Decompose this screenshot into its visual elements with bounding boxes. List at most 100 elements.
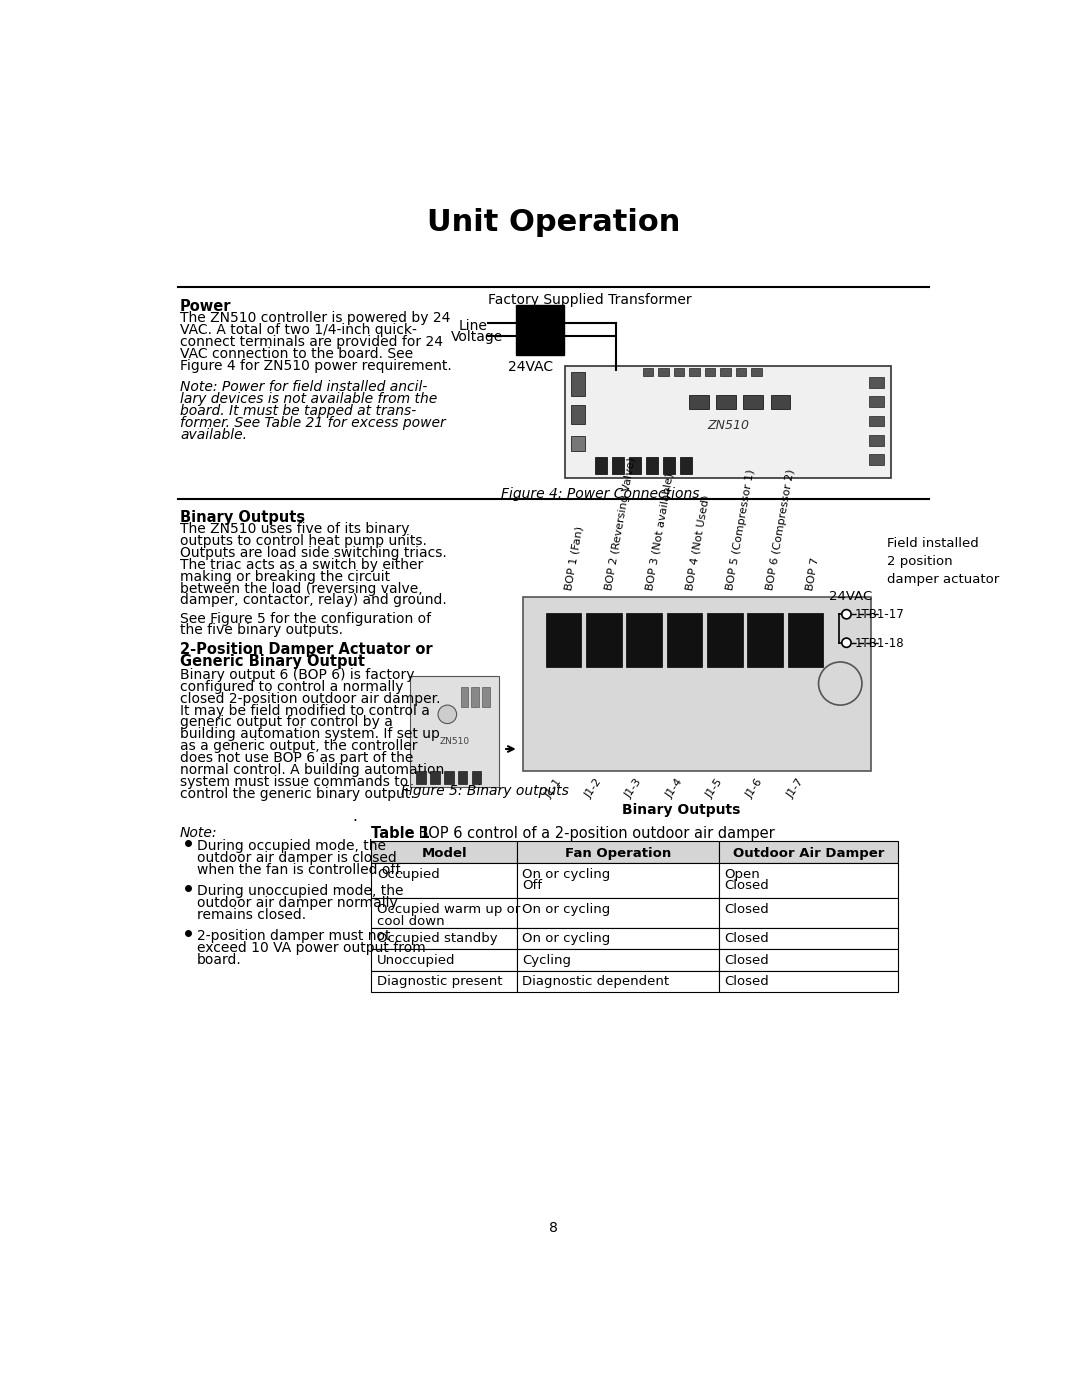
Text: Closed: Closed	[724, 954, 769, 967]
Bar	[747, 613, 783, 666]
Bar	[626, 613, 662, 666]
Text: VAC. A total of two 1/4-inch quick-: VAC. A total of two 1/4-inch quick-	[180, 323, 417, 337]
Text: outdoor air damper normally: outdoor air damper normally	[197, 895, 397, 909]
Bar	[869, 434, 885, 446]
Text: 8: 8	[549, 1221, 558, 1235]
Text: board. It must be tapped at trans-: board. It must be tapped at trans-	[180, 404, 416, 418]
Bar	[770, 395, 789, 409]
Text: system must issue commands to: system must issue commands to	[180, 775, 408, 789]
Bar	[517, 928, 718, 949]
Bar	[869, 454, 885, 465]
Bar	[595, 457, 607, 474]
Text: Binary Outputs: Binary Outputs	[180, 510, 305, 524]
Text: On or cycling: On or cycling	[523, 932, 611, 946]
Text: BOP 3 (Not available): BOP 3 (Not available)	[644, 472, 675, 591]
Bar	[571, 405, 585, 425]
Text: closed 2-position outdoor air damper.: closed 2-position outdoor air damper.	[180, 692, 441, 705]
Text: J1-6: J1-6	[745, 777, 765, 800]
Text: former. See Table 21 for excess power: former. See Table 21 for excess power	[180, 415, 446, 430]
Text: Occupied: Occupied	[377, 868, 440, 880]
Text: BOP 1 (Fan): BOP 1 (Fan)	[564, 525, 584, 591]
Text: BOP 4 (Not Used): BOP 4 (Not Used)	[685, 495, 711, 591]
Text: 2-position damper must not: 2-position damper must not	[197, 929, 391, 943]
Bar	[718, 949, 899, 971]
Text: During unoccupied mode, the: During unoccupied mode, the	[197, 884, 404, 898]
Text: Note:: Note:	[180, 826, 217, 840]
Text: 24VAC: 24VAC	[828, 590, 872, 602]
Text: Diagnostic present: Diagnostic present	[377, 975, 502, 988]
Circle shape	[841, 609, 851, 619]
Text: J1-5: J1-5	[704, 777, 725, 800]
Text: J1-2: J1-2	[583, 777, 604, 800]
Text: Figure 5: Binary outputs: Figure 5: Binary outputs	[401, 784, 569, 798]
Text: BOP 5 (Compressor 1): BOP 5 (Compressor 1)	[725, 468, 756, 591]
Bar	[718, 898, 899, 928]
Bar	[869, 415, 885, 426]
Bar	[471, 687, 480, 707]
Bar	[663, 457, 675, 474]
Text: Unoccupied: Unoccupied	[377, 954, 456, 967]
Text: building automation system. If set up: building automation system. If set up	[180, 728, 440, 742]
Text: BOP 2 (Reversing Valve): BOP 2 (Reversing Valve)	[604, 457, 637, 591]
Text: Binary Outputs: Binary Outputs	[622, 803, 741, 817]
Circle shape	[841, 638, 851, 647]
Bar	[674, 367, 685, 376]
Text: See Figure 5 for the configuration of: See Figure 5 for the configuration of	[180, 612, 431, 626]
Text: connect terminals are provided for 24: connect terminals are provided for 24	[180, 335, 443, 349]
Text: configured to control a normally: configured to control a normally	[180, 680, 404, 694]
Text: as a generic output, the controller: as a generic output, the controller	[180, 739, 418, 753]
Text: Field installed
2 position
damper actuator: Field installed 2 position damper actuat…	[887, 538, 999, 587]
Bar	[718, 863, 899, 898]
Bar	[517, 971, 718, 992]
Text: remains closed.: remains closed.	[197, 908, 306, 922]
Bar	[516, 305, 565, 355]
Text: Power: Power	[180, 299, 231, 313]
Bar	[643, 367, 653, 376]
Text: cool down: cool down	[377, 915, 445, 928]
Bar	[658, 367, 669, 376]
Bar	[718, 841, 899, 863]
Text: J1-3: J1-3	[624, 777, 644, 800]
Text: Unit Operation: Unit Operation	[427, 208, 680, 236]
Bar	[689, 395, 708, 409]
Text: BOP 7: BOP 7	[806, 556, 821, 591]
Bar	[372, 841, 517, 863]
Bar	[372, 928, 517, 949]
Bar	[517, 949, 718, 971]
Bar	[430, 771, 440, 784]
Bar	[571, 373, 585, 395]
Text: .: .	[352, 809, 356, 824]
Bar	[718, 971, 899, 992]
Bar	[372, 898, 517, 928]
Bar	[869, 397, 885, 407]
Text: On or cycling: On or cycling	[523, 868, 611, 880]
Text: ZN510: ZN510	[440, 738, 470, 746]
Text: Generic Binary Output: Generic Binary Output	[180, 654, 365, 669]
Text: generic output for control by a: generic output for control by a	[180, 715, 393, 729]
Text: between the load (reversing valve,: between the load (reversing valve,	[180, 581, 422, 595]
Text: Binary output 6 (BOP 6) is factory: Binary output 6 (BOP 6) is factory	[180, 668, 415, 682]
Bar	[666, 613, 702, 666]
Bar	[565, 366, 891, 478]
Bar	[629, 457, 642, 474]
Bar	[517, 863, 718, 898]
Text: It may be field modified to control a: It may be field modified to control a	[180, 704, 430, 718]
Bar	[646, 457, 658, 474]
Text: VAC connection to the board. See: VAC connection to the board. See	[180, 346, 413, 360]
Text: Table 1: Table 1	[372, 826, 430, 841]
Text: lary devices is not available from the: lary devices is not available from the	[180, 391, 437, 405]
Text: outputs to control heat pump units.: outputs to control heat pump units.	[180, 534, 427, 548]
Bar	[372, 971, 517, 992]
Bar	[372, 863, 517, 898]
Text: On or cycling: On or cycling	[523, 902, 611, 916]
Bar	[458, 771, 468, 784]
Text: The ZN510 controller is powered by 24: The ZN510 controller is powered by 24	[180, 312, 450, 326]
Bar	[704, 367, 715, 376]
Bar	[472, 771, 482, 784]
Bar	[482, 687, 490, 707]
Text: J1-1: J1-1	[543, 777, 564, 800]
Text: Line: Line	[459, 319, 488, 332]
Text: outdoor air damper is closed: outdoor air damper is closed	[197, 851, 396, 865]
Bar	[517, 841, 718, 863]
Circle shape	[438, 705, 457, 724]
